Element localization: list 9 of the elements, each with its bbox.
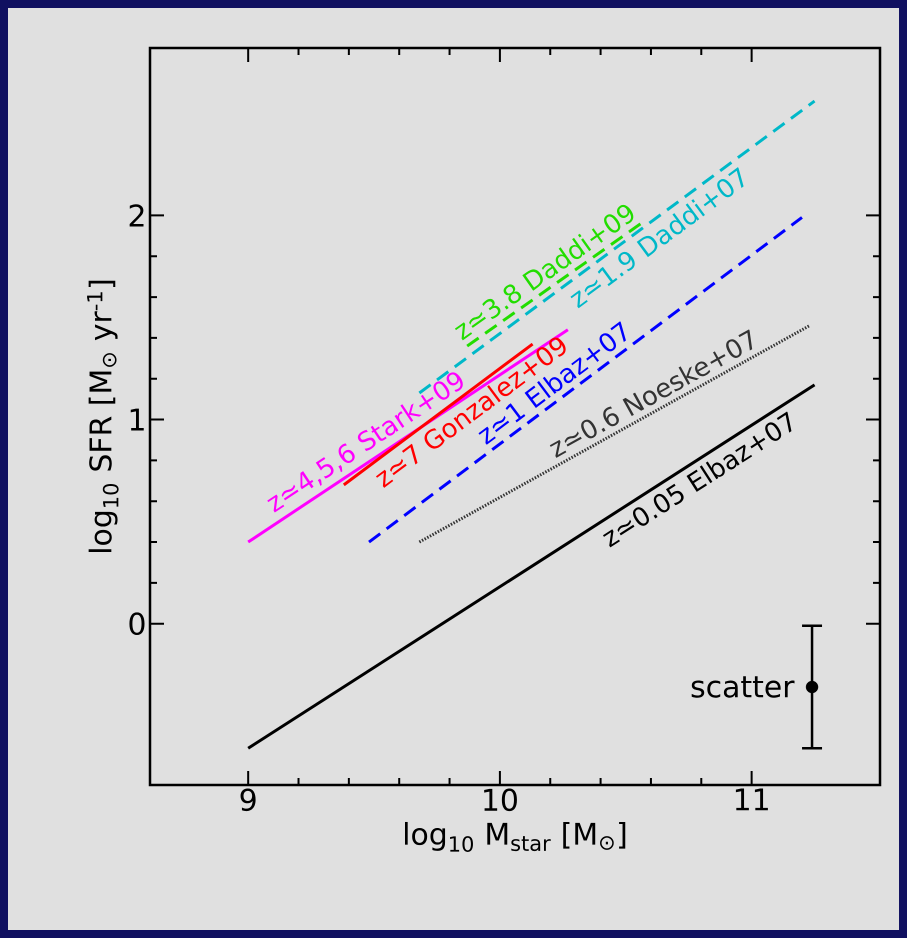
x-tick-label: 11 — [736, 788, 768, 810]
x-axis-title: log$_{10}$ M$_{star}$ [M$_{⊙}$] — [405, 822, 626, 852]
y-axis-title: log$_{10}$ SFR [M$_{⊙}$ yr$^{-1}$] — [87, 280, 119, 552]
y-tick-label: 0 — [129, 612, 144, 636]
x-tick-label: 9 — [240, 788, 256, 812]
y-tick-label: 1 — [130, 408, 144, 430]
series-label: scatter — [692, 676, 795, 698]
x-tick-label: 10 — [484, 788, 517, 812]
y-tick-label: 2 — [130, 204, 144, 226]
